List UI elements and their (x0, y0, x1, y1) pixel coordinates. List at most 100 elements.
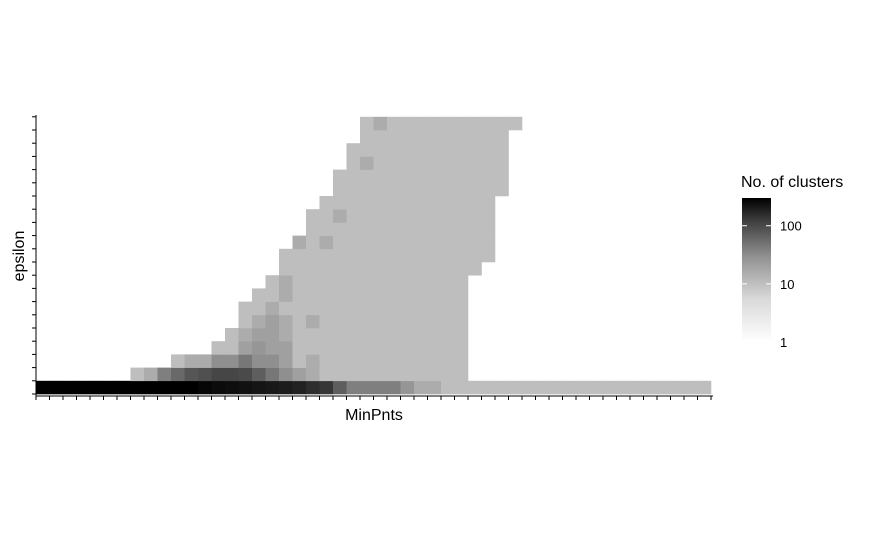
heatmap-cell (333, 288, 347, 302)
heatmap-cell (360, 328, 374, 342)
heatmap-cell (414, 262, 428, 276)
heatmap-cell (373, 380, 388, 395)
heatmap-cell (481, 156, 496, 170)
heatmap-cell (441, 328, 455, 342)
heatmap-cell (468, 169, 482, 184)
heatmap-cell (400, 262, 415, 276)
legend-tick-label: 100 (780, 219, 802, 234)
heatmap-cell (454, 143, 469, 157)
heatmap-cell (454, 262, 469, 276)
heatmap-cell (373, 116, 388, 131)
heatmap-cell (427, 196, 442, 210)
heatmap-cell (441, 156, 455, 170)
heatmap-cell (360, 182, 374, 197)
heatmap-cell (373, 156, 388, 170)
heatmap-cell (373, 182, 388, 197)
heatmap-cell (292, 367, 307, 382)
heatmap-cell (387, 209, 401, 223)
heatmap-cell (319, 367, 334, 382)
heatmap-cells (36, 116, 712, 395)
heatmap-cell (360, 235, 374, 250)
heatmap-cell (427, 248, 442, 263)
heatmap-cell (373, 235, 388, 250)
heatmap-cell (360, 248, 374, 263)
heatmap-cell (198, 354, 212, 368)
heatmap-cell (454, 288, 469, 302)
heatmap-cell (346, 209, 361, 223)
heatmap-cell (333, 262, 347, 276)
heatmap-cell (427, 143, 442, 157)
heatmap-cell (441, 288, 455, 302)
heatmap-cell (360, 380, 374, 395)
heatmap-cell (319, 341, 334, 355)
heatmap-cell (306, 275, 320, 289)
x-ticks (35, 396, 712, 400)
heatmap-cell (252, 301, 266, 316)
heatmap-cell (360, 130, 374, 144)
heatmap-cell (333, 354, 347, 368)
heatmap-cell (238, 314, 253, 329)
heatmap-cell (468, 235, 482, 250)
heatmap-cell (454, 301, 469, 316)
legend-tick-label: 10 (780, 277, 794, 292)
heatmap-cell (400, 143, 415, 157)
heatmap-cell (279, 288, 293, 302)
heatmap-cell (198, 367, 212, 382)
heatmap-cell (400, 116, 415, 131)
heatmap-cell (360, 262, 374, 276)
heatmap-cell (441, 380, 455, 395)
heatmap-cell (427, 182, 442, 197)
heatmap-cell (414, 288, 428, 302)
heatmap-cell (279, 275, 293, 289)
heatmap-cell (346, 341, 361, 355)
heatmap-cell (306, 301, 320, 316)
heatmap-cell (427, 262, 442, 276)
heatmap-cell (292, 380, 307, 395)
heatmap-cell (333, 235, 347, 250)
heatmap-cell (265, 328, 280, 342)
heatmap-cell (346, 262, 361, 276)
heatmap-cell (319, 328, 334, 342)
heatmap-cell (292, 288, 307, 302)
heatmap-cell (454, 116, 469, 131)
heatmap-cell (468, 182, 482, 197)
heatmap-cell (346, 367, 361, 382)
heatmap-cell (414, 235, 428, 250)
heatmap-cell (684, 380, 698, 395)
heatmap-cell (441, 314, 455, 329)
heatmap-cell (265, 301, 280, 316)
heatmap-cell (387, 248, 401, 263)
heatmap-cell (400, 235, 415, 250)
heatmap-cell (306, 341, 320, 355)
heatmap-cell (184, 354, 199, 368)
heatmap-cell (346, 156, 361, 170)
heatmap-cell (346, 248, 361, 263)
heatmap-cell (481, 196, 496, 210)
heatmap-cell (481, 130, 496, 144)
heatmap-cell (441, 275, 455, 289)
heatmap-cell (495, 116, 509, 131)
heatmap-cell (414, 143, 428, 157)
heatmap-cell (387, 235, 401, 250)
heatmap-cell (454, 367, 469, 382)
heatmap-cell (495, 130, 509, 144)
heatmap-cell (252, 367, 266, 382)
heatmap-cell (427, 367, 442, 382)
heatmap-cell (441, 116, 455, 131)
heatmap-cell (454, 130, 469, 144)
heatmap-cell (468, 209, 482, 223)
heatmap-cell (454, 209, 469, 223)
heatmap-cell (387, 341, 401, 355)
heatmap-cell (441, 169, 455, 184)
heatmap-cell (387, 288, 401, 302)
heatmap-cell (333, 380, 347, 395)
heatmap-cell (292, 314, 307, 329)
heatmap-cell (265, 314, 280, 329)
heatmap-cell (238, 328, 253, 342)
heatmap-cell (400, 182, 415, 197)
heatmap-cell (400, 314, 415, 329)
heatmap-cell (508, 116, 523, 131)
heatmap-cell (387, 116, 401, 131)
heatmap-cell (90, 380, 104, 395)
